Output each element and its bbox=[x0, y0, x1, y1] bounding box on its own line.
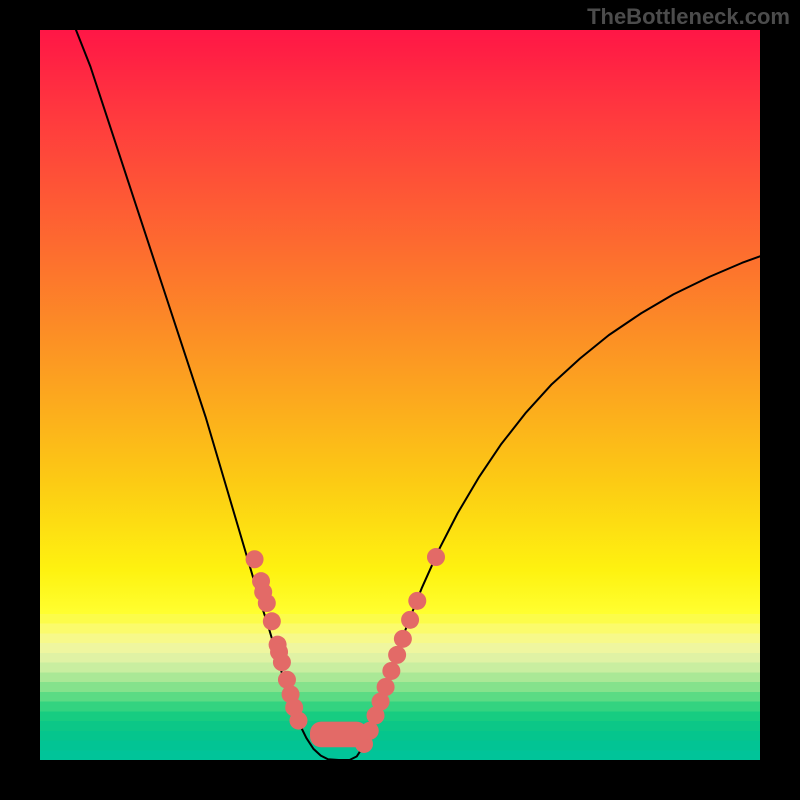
plot-area bbox=[40, 30, 760, 760]
watermark-text: TheBottleneck.com bbox=[587, 4, 790, 30]
chart-root: TheBottleneck.com bbox=[0, 0, 800, 800]
